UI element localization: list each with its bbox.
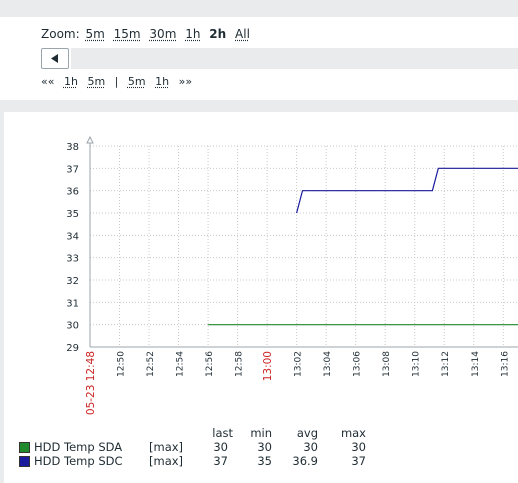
x-tick-label: 13:08 [382, 351, 392, 377]
zoom-2h[interactable]: 2h [209, 27, 227, 41]
x-tick-label: 13:12 [441, 351, 451, 377]
zoom-1h[interactable]: 1h [185, 27, 201, 41]
x-tick-label: 12:58 [235, 351, 245, 377]
x-tick-label: 12:52 [146, 351, 156, 377]
chart-grid [90, 145, 518, 348]
nav-back-far[interactable]: «« [41, 75, 55, 88]
y-axis-arrow [86, 135, 94, 144]
scroll-track[interactable] [71, 48, 518, 69]
series-line-hdd-temp-sdc [296, 167, 518, 214]
x-tick-label: 13:16 [500, 351, 510, 377]
zoom-row: Zoom: 5m 15m 30m 1h 2h All [41, 27, 255, 41]
y-tick-label: 34 [66, 231, 79, 242]
x-tick-label: 13:04 [323, 351, 333, 377]
scroll-left-button[interactable] [41, 48, 69, 69]
zoom-30m[interactable]: 30m [149, 27, 177, 41]
x-tick-label: 12:50 [117, 351, 127, 377]
y-tick-label: 33 [66, 254, 79, 265]
zoom-5m[interactable]: 5m [85, 27, 105, 41]
x-tick-label: 13:00 [262, 351, 274, 381]
x-tick-label: 13:02 [294, 351, 304, 377]
y-tick-label: 35 [66, 209, 79, 220]
x-tick-label: 12:56 [205, 351, 215, 377]
x-tick-label: 13:06 [353, 351, 363, 377]
nav-forward-5m[interactable]: 5m [127, 75, 146, 88]
nav-forward-1h[interactable]: 1h [155, 75, 170, 88]
chart-axes [86, 135, 518, 348]
zoom-all[interactable]: All [235, 27, 250, 41]
y-tick-label: 32 [66, 276, 79, 287]
x-tick-label: 13:10 [412, 351, 422, 377]
x-tick-label: 12:54 [176, 351, 186, 377]
nav-back-5m[interactable]: 5m [87, 75, 106, 88]
triangle-left-icon [51, 54, 58, 63]
y-tick-label: 36 [66, 187, 79, 198]
y-tick-label: 38 [66, 142, 79, 153]
nav-back-1h[interactable]: 1h [63, 75, 78, 88]
zoom-label: Zoom: [41, 27, 80, 41]
nav-forward-far[interactable]: »» [178, 75, 193, 88]
chart-series [208, 167, 518, 326]
y-tick-label: 37 [66, 164, 79, 175]
y-axis-labels: 29 30 31 32 33 34 35 36 37 38 [66, 142, 79, 354]
y-tick-label: 29 [66, 343, 79, 354]
x-start-label: 05-23 12:48 [85, 351, 97, 415]
timeline-scrollbar [41, 48, 518, 71]
x-tick-label: 13:14 [471, 351, 481, 377]
time-control-panel: Zoom: 5m 15m 30m 1h 2h All «« 1h 5m | 5m… [0, 17, 518, 100]
x-axis-labels: 12:50 12:52 12:54 12:56 12:58 13:00 13:02 13:04… [85, 351, 510, 415]
nav-separator: | [114, 75, 119, 88]
zoom-15m[interactable]: 15m [113, 27, 141, 41]
y-tick-label: 31 [66, 298, 79, 309]
period-nav: «« 1h 5m | 5m 1h »» [41, 75, 198, 88]
y-tick-label: 30 [66, 321, 79, 332]
